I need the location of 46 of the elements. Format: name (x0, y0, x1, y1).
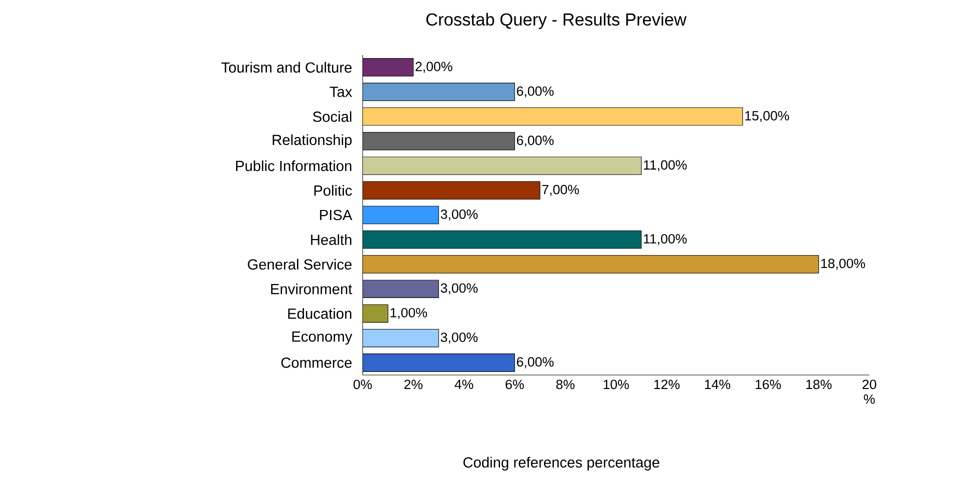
y-tick-label: Education (288, 308, 352, 319)
bar (362, 255, 819, 274)
data-label: 11,00% (644, 160, 687, 172)
y-tick-label: Relationship (272, 134, 352, 148)
data-label: 6,00% (516, 357, 554, 368)
x-tick-label: 0% (354, 380, 372, 390)
data-label: 3,00% (440, 283, 478, 294)
x-tick-label: 2% (404, 380, 423, 390)
x-tick-label: 8% (556, 380, 575, 390)
data-label: 18,00% (821, 258, 866, 270)
x-tick-label: 12% (654, 380, 680, 390)
y-tick-label: Health (311, 234, 352, 245)
y-tick-label: Tax (330, 86, 352, 98)
data-label: 7,00% (542, 184, 579, 196)
x-tick-label: 6% (506, 380, 524, 390)
x-tick-label: 18% (806, 380, 832, 390)
y-tick-label: Politic (314, 184, 352, 196)
y-tick-label: General Service (248, 258, 352, 270)
x-tick-label: 10% (604, 380, 629, 390)
x-axis-title: Coding references percentage (463, 456, 660, 470)
y-tick-label: Economy (292, 332, 352, 345)
data-label: 6,00% (516, 136, 554, 147)
chart-title: Crosstab Query - Results Preview (426, 12, 687, 30)
data-label: 1,00% (390, 308, 427, 319)
bar (362, 156, 642, 175)
data-label: 3,00% (440, 332, 478, 344)
y-tick-label: Environment (271, 283, 352, 294)
data-label: 2,00% (416, 62, 452, 73)
y-tick-label: Public Information (236, 160, 352, 172)
data-label: 6,00% (516, 86, 554, 98)
y-tick-label: PISA (320, 210, 352, 220)
y-tick-label: Commerce (281, 358, 352, 368)
data-label: 3,00% (440, 209, 478, 221)
x-tick-label: 16% (756, 380, 781, 390)
y-tick-label: Tourism and Culture (221, 62, 352, 73)
bar (362, 354, 515, 372)
bar (362, 230, 642, 249)
x-tick-label: 14% (705, 380, 730, 390)
bar (362, 280, 439, 298)
data-label: 11,00% (644, 234, 687, 246)
x-tick-label: 4% (454, 380, 474, 390)
bar (362, 132, 515, 150)
y-tick-label: Social (312, 111, 352, 122)
x-tick-label: 20 % (862, 380, 876, 404)
bar (362, 328, 439, 348)
data-label: 15,00% (745, 111, 790, 122)
